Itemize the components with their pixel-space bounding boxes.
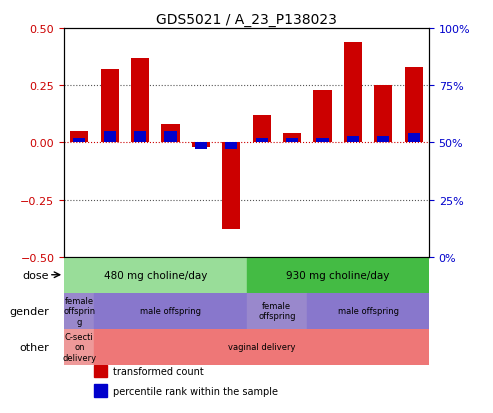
Bar [64,329,95,365]
Text: transformed count: transformed count [113,366,204,376]
Bar [374,86,392,143]
Bar [256,138,268,143]
Title: GDS5021 / A_23_P138023: GDS5021 / A_23_P138023 [156,12,337,26]
Bar [314,90,332,143]
Bar [134,132,146,143]
Bar [104,132,116,143]
Bar [344,43,362,143]
Bar [225,143,238,150]
Bar [222,143,241,230]
Bar [195,143,207,150]
Bar [408,134,420,143]
Text: female
offsprin
g: female offsprin g [63,296,95,326]
Bar [283,134,301,143]
Bar [95,365,106,377]
Text: vaginal delivery: vaginal delivery [228,342,295,351]
Bar [165,132,176,143]
Text: dose: dose [22,270,49,280]
Text: male offspring: male offspring [338,306,399,316]
Text: female
offspring: female offspring [258,301,296,320]
Bar [347,136,359,143]
Bar [131,59,149,143]
Bar [64,257,246,293]
Bar [317,138,329,143]
Bar [73,138,85,143]
Bar [377,136,389,143]
Text: C-secti
on
delivery: C-secti on delivery [62,332,96,362]
Bar [161,125,179,143]
Text: 480 mg choline/day: 480 mg choline/day [104,270,207,280]
Text: 930 mg choline/day: 930 mg choline/day [286,270,389,280]
Bar [246,257,429,293]
Bar [405,68,423,143]
Text: other: other [19,342,49,352]
Bar [192,143,210,147]
Bar [64,293,95,329]
Text: percentile rank within the sample: percentile rank within the sample [113,386,278,396]
Bar [246,293,307,329]
Bar [307,293,429,329]
Bar [95,293,246,329]
Bar [252,116,271,143]
Bar [286,138,298,143]
Text: gender: gender [9,306,49,316]
Bar [95,385,106,397]
Text: male offspring: male offspring [140,306,201,316]
Bar [101,70,119,143]
Bar [70,132,88,143]
